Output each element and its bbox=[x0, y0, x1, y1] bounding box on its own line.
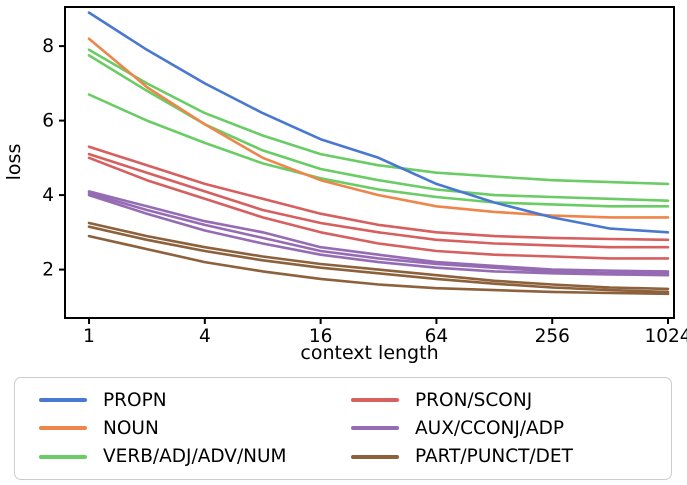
series-line-pron-sconj-1 bbox=[87, 145, 670, 242]
series-line-verb-adj-adv-num-1 bbox=[87, 48, 670, 186]
legend: PROPN NOUN VERB/ADJ/ADV/NUM PRON/SCONJ A… bbox=[14, 377, 672, 480]
legend-line-swatch-pron-sconj bbox=[351, 398, 399, 403]
legend-label-aux-cconj-adp: AUX/CCONJ/ADP bbox=[415, 417, 565, 439]
x-tick-label: 256 bbox=[535, 326, 570, 347]
legend-label-verb-adj-adv-num: VERB/ADJ/ADV/NUM bbox=[103, 446, 287, 468]
legend-line-swatch-propn bbox=[39, 398, 87, 403]
legend-item-propn: PROPN bbox=[39, 386, 351, 414]
y-tick-label: 8 bbox=[42, 36, 54, 57]
series-line-part-punct-det-1 bbox=[87, 221, 670, 291]
legend-line-swatch-part-punct-det bbox=[351, 454, 399, 459]
series-line-noun-1 bbox=[87, 37, 670, 219]
y-axis-label: loss bbox=[3, 143, 25, 181]
series-line-pron-sconj-2 bbox=[87, 152, 670, 249]
series-line-propn-1 bbox=[87, 11, 670, 234]
series-line-aux-cconj-adp-1 bbox=[87, 190, 670, 273]
series-line-part-punct-det-2 bbox=[87, 225, 670, 294]
legend-label-part-punct-det: PART/PUNCT/DET bbox=[415, 446, 573, 468]
series-line-pron-sconj-3 bbox=[87, 156, 670, 260]
legend-item-verb-adj-adv-num: VERB/ADJ/ADV/NUM bbox=[39, 443, 351, 471]
legend-item-pron-sconj: PRON/SCONJ bbox=[351, 386, 663, 414]
legend-line-swatch-verb-adj-adv-num bbox=[39, 454, 87, 459]
legend-label-propn: PROPN bbox=[103, 389, 167, 411]
y-tick-label: 6 bbox=[42, 111, 54, 132]
series-line-aux-cconj-adp-2 bbox=[87, 191, 670, 275]
loss-vs-context-length-chart: 1 4 16 64 256 1024 2 4 6 8 bbox=[42, 6, 687, 347]
legend-line-swatch-aux-cconj-adp bbox=[351, 426, 399, 431]
series-line-verb-adj-adv-num-2 bbox=[87, 54, 670, 202]
y-tick-label: 4 bbox=[42, 185, 54, 206]
x-tick-label: 1 bbox=[83, 326, 95, 347]
x-tick-label: 64 bbox=[425, 326, 449, 347]
legend-line-swatch-noun bbox=[39, 426, 87, 431]
legend-item-noun: NOUN bbox=[39, 414, 351, 442]
x-tick-label: 1024 bbox=[644, 326, 687, 347]
legend-item-part-punct-det: PART/PUNCT/DET bbox=[351, 443, 663, 471]
series-line-verb-adj-adv-num-3 bbox=[87, 93, 670, 208]
series-line-part-punct-det-3 bbox=[87, 234, 670, 296]
x-tick-label: 4 bbox=[199, 326, 211, 347]
y-tick-label: 2 bbox=[42, 260, 54, 281]
legend-label-pron-sconj: PRON/SCONJ bbox=[415, 389, 533, 411]
legend-item-aux-cconj-adp: AUX/CCONJ/ADP bbox=[351, 414, 663, 442]
plot-border bbox=[64, 6, 675, 319]
legend-label-noun: NOUN bbox=[103, 417, 159, 439]
x-tick-label: 16 bbox=[309, 326, 333, 347]
x-axis-label: context length bbox=[300, 342, 439, 364]
series-line-aux-cconj-adp-3 bbox=[87, 193, 670, 277]
